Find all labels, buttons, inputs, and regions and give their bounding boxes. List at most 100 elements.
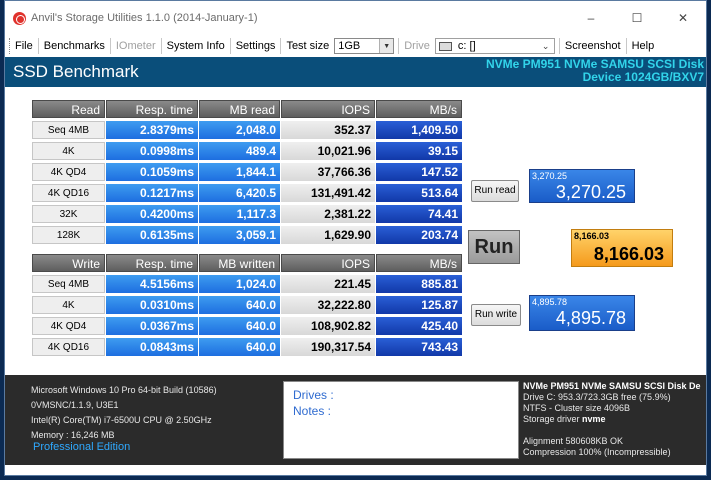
read-col-mb: MB read xyxy=(199,100,280,118)
drive-select[interactable]: c: [] ⌄ xyxy=(434,38,555,54)
write-col-iops: IOPS xyxy=(281,254,375,272)
notes-box[interactable]: Drives : Notes : xyxy=(283,381,519,459)
cpu-info: Intel(R) Core(TM) i7-6500U CPU @ 2.50GHz xyxy=(31,415,212,425)
write-col-mbs: MB/s xyxy=(376,254,462,272)
memory-info: Memory : 16,246 MB xyxy=(31,430,115,440)
iops-value: 37,766.36 xyxy=(281,163,375,181)
mb-value: 640.0 xyxy=(199,317,280,335)
test-size-select[interactable]: 1GB ▼ xyxy=(334,38,395,54)
run-button[interactable]: Run xyxy=(468,230,520,264)
resp-time-value: 0.1059ms xyxy=(106,163,198,181)
mb-value: 640.0 xyxy=(199,338,280,356)
notes-label: Notes : xyxy=(293,404,332,418)
menu-screenshot[interactable]: Screenshot xyxy=(558,38,626,54)
mbs-value: 885.81 xyxy=(376,275,462,293)
iops-value: 10,021.96 xyxy=(281,142,375,160)
read-score-small: 3,270.25 xyxy=(532,171,568,181)
row-label: Seq 4MB xyxy=(32,275,105,293)
bios-info: 0VMSNC/1.1.9, U3E1 xyxy=(31,400,119,410)
mb-value: 640.0 xyxy=(199,296,280,314)
device-name: NVMe PM951 NVMe SAMSU SCSI Disk Device 1… xyxy=(486,58,704,84)
mbs-value: 203.74 xyxy=(376,226,462,244)
page-title: SSD Benchmark xyxy=(13,62,139,81)
mb-value: 1,117.3 xyxy=(199,205,280,223)
menu-bar: File Benchmarks IOmeter System Info Sett… xyxy=(5,35,706,57)
edition-label: Professional Edition xyxy=(33,441,131,453)
mbs-value: 147.52 xyxy=(376,163,462,181)
drive-info-title: NVMe PM951 NVMe SAMSU SCSI Disk De xyxy=(523,381,701,391)
resp-time-value: 2.8379ms xyxy=(106,121,198,139)
device-name-line1: NVMe PM951 NVMe SAMSU SCSI Disk xyxy=(485,57,704,71)
storage-driver: Storage driver nvme xyxy=(523,414,705,425)
menu-system-info[interactable]: System Info xyxy=(160,38,230,54)
write-col-resp: Resp. time xyxy=(106,254,198,272)
menu-help[interactable]: Help xyxy=(625,38,660,54)
iops-value: 190,317.54 xyxy=(281,338,375,356)
drives-label: Drives : xyxy=(293,388,334,402)
iops-value: 32,222.80 xyxy=(281,296,375,314)
storage-driver-value: nvme xyxy=(582,414,606,424)
maximize-button[interactable]: ☐ xyxy=(631,11,643,25)
device-name-line2: Device 1024GB/BXV7 xyxy=(582,70,704,84)
drive-free-space: Drive C: 953.3/723.3GB free (75.9%) xyxy=(523,392,671,402)
menu-file[interactable]: File xyxy=(9,38,38,54)
drive-icon xyxy=(438,41,452,51)
mb-value: 489.4 xyxy=(199,142,280,160)
resp-time-value: 4.5156ms xyxy=(106,275,198,293)
total-score-small: 8,166.03 xyxy=(574,231,610,241)
drive-cluster: NTFS - Cluster size 4096B xyxy=(523,403,631,413)
window-title: Anvil's Storage Utilities 1.1.0 (2014-Ja… xyxy=(31,12,258,24)
mbs-value: 74.41 xyxy=(376,205,462,223)
mb-value: 1,844.1 xyxy=(199,163,280,181)
row-label: 4K QD4 xyxy=(32,317,105,335)
mbs-value: 125.87 xyxy=(376,296,462,314)
resp-time-value: 0.4200ms xyxy=(106,205,198,223)
app-window: Anvil's Storage Utilities 1.1.0 (2014-Ja… xyxy=(4,0,707,476)
run-write-button[interactable]: Run write xyxy=(471,304,521,326)
menu-benchmarks[interactable]: Benchmarks xyxy=(37,38,110,54)
minimize-button[interactable]: – xyxy=(587,11,595,25)
write-header: Write xyxy=(32,254,105,272)
row-label: 4K QD4 xyxy=(32,163,105,181)
results-panel: Read Resp. time MB read IOPS MB/s Seq 4M… xyxy=(5,87,706,375)
info-footer: Microsoft Windows 10 Pro 64-bit Build (1… xyxy=(5,375,706,465)
storage-driver-label: Storage driver xyxy=(523,414,580,424)
read-col-mbs: MB/s xyxy=(376,100,462,118)
mbs-value: 1,409.50 xyxy=(376,121,462,139)
total-score-value: 8,166.03 xyxy=(593,244,664,264)
mbs-value: 425.40 xyxy=(376,317,462,335)
row-label: 4K xyxy=(32,296,105,314)
os-info: Microsoft Windows 10 Pro 64-bit Build (1… xyxy=(31,385,217,395)
resp-time-value: 0.0310ms xyxy=(106,296,198,314)
iops-value: 1,629.90 xyxy=(281,226,375,244)
drive-value: c: [] xyxy=(457,40,476,52)
menu-iometer[interactable]: IOmeter xyxy=(109,38,161,54)
mbs-value: 513.64 xyxy=(376,184,462,202)
read-score-value: 3,270.25 xyxy=(555,182,626,202)
row-label: 4K QD16 xyxy=(32,184,105,202)
compression-info: Compression 100% (Incompressible) xyxy=(523,447,671,457)
row-label: Seq 4MB xyxy=(32,121,105,139)
resp-time-value: 0.0843ms xyxy=(106,338,198,356)
menu-settings[interactable]: Settings xyxy=(229,38,281,54)
resp-time-value: 0.0998ms xyxy=(106,142,198,160)
mb-value: 6,420.5 xyxy=(199,184,280,202)
benchmark-header: SSD Benchmark NVMe PM951 NVMe SAMSU SCSI… xyxy=(5,57,706,87)
read-header: Read xyxy=(32,100,105,118)
drive-label: Drive xyxy=(398,38,435,54)
total-score: 8,166.03 8,166.03 xyxy=(571,229,673,267)
title-bar: Anvil's Storage Utilities 1.1.0 (2014-Ja… xyxy=(5,1,706,35)
run-read-button[interactable]: Run read xyxy=(471,180,519,202)
alignment-info: Alignment 580608KB OK xyxy=(523,436,624,446)
chevron-down-icon[interactable]: ⌄ xyxy=(541,40,550,51)
row-label: 32K xyxy=(32,205,105,223)
resp-time-value: 0.1217ms xyxy=(106,184,198,202)
iops-value: 2,381.22 xyxy=(281,205,375,223)
test-size-value: 1GB xyxy=(338,40,361,52)
chevron-down-icon[interactable]: ▼ xyxy=(379,39,394,53)
iops-value: 108,902.82 xyxy=(281,317,375,335)
row-label: 4K xyxy=(32,142,105,160)
mb-value: 1,024.0 xyxy=(199,275,280,293)
close-button[interactable]: ✕ xyxy=(677,11,689,25)
iops-value: 221.45 xyxy=(281,275,375,293)
